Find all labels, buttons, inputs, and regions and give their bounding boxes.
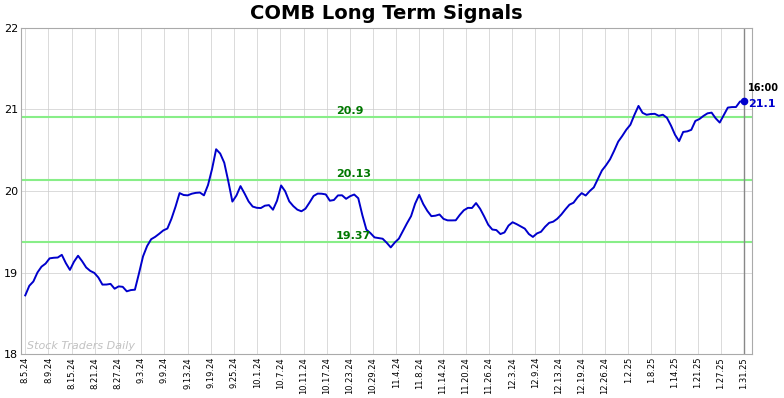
Text: 16:00: 16:00	[748, 83, 779, 93]
Text: 21.1: 21.1	[748, 99, 775, 109]
Text: 20.13: 20.13	[336, 169, 371, 179]
Text: 20.9: 20.9	[336, 106, 364, 116]
Title: COMB Long Term Signals: COMB Long Term Signals	[250, 4, 523, 23]
Text: 19.37: 19.37	[336, 231, 372, 241]
Text: Stock Traders Daily: Stock Traders Daily	[27, 341, 136, 351]
